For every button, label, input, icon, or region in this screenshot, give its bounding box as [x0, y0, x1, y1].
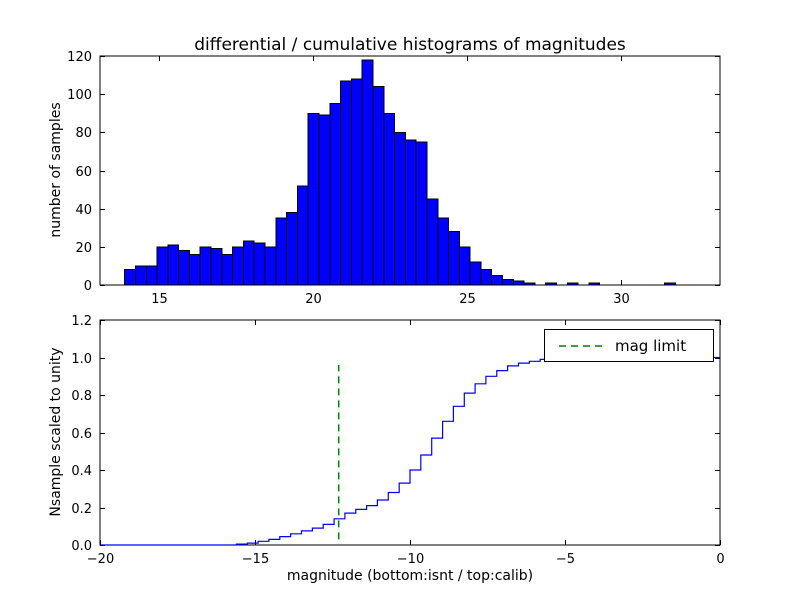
top-plot-xtick-label: 20 — [305, 292, 322, 307]
hist-bar — [415, 141, 428, 286]
hist-bar — [286, 211, 298, 286]
figure-title: differential / cumulative histograms of … — [194, 35, 626, 55]
legend: mag limit — [544, 329, 714, 362]
bottom-plot-ytick-label: 0.0 — [71, 539, 92, 554]
bottom-plot-ytick-label: 0.4 — [71, 464, 92, 479]
top-plot-ytick-label: 80 — [75, 126, 92, 141]
bottom-y-axis-label: Nsample scaled to unity — [48, 347, 64, 517]
hist-bar — [188, 253, 201, 286]
hist-bar — [167, 244, 180, 286]
hist-bar — [275, 217, 288, 286]
hist-bar — [178, 250, 190, 286]
top-plot-ytick-label: 120 — [67, 50, 92, 65]
bottom-plot-xtick-label: −20 — [87, 552, 114, 567]
bottom-plot-xtick-label: −15 — [242, 552, 269, 567]
top-plot-xtick-label: 30 — [613, 292, 630, 307]
hist-bar — [545, 282, 558, 286]
hist-bar — [523, 282, 536, 286]
hist-bar — [264, 246, 277, 286]
hist-bar — [350, 78, 363, 286]
hist-bar — [199, 246, 212, 286]
hist-bar — [404, 139, 417, 286]
legend-label: mag limit — [615, 336, 687, 355]
top-plot-ytick-label: 20 — [75, 241, 92, 256]
top-plot-ytick-label: 100 — [67, 88, 92, 103]
hist-bar — [296, 185, 309, 286]
hist-bar — [426, 198, 439, 286]
hist-bar — [329, 103, 342, 286]
bottom-plot-ytick-label: 0.6 — [71, 427, 92, 442]
hist-bar — [458, 246, 471, 286]
hist-bar — [361, 59, 374, 286]
hist-bar — [502, 278, 514, 286]
bottom-plot-ytick-label: 0.2 — [71, 502, 92, 517]
hist-bar — [394, 131, 406, 286]
bottom-plot-xtick-label: −10 — [397, 552, 424, 567]
hist-bar — [383, 112, 396, 286]
hist-bar — [491, 274, 504, 286]
hist-bar — [232, 246, 244, 286]
bottom-x-axis-label: magnitude (bottom:isnt / top:calib) — [286, 568, 534, 584]
hist-bar — [512, 280, 525, 286]
hist-bar — [242, 240, 255, 286]
hist-bar — [210, 248, 223, 286]
hist-bar — [566, 282, 579, 286]
hist-bar — [588, 282, 601, 286]
hist-bar — [469, 261, 482, 286]
top-plot-xtick-label: 25 — [459, 292, 476, 307]
hist-bar — [437, 217, 450, 286]
hist-bar — [124, 269, 136, 286]
hist-bar — [307, 112, 320, 286]
bottom-plot-ytick-label: 1.0 — [71, 352, 92, 367]
top-y-axis-label: number of samples — [48, 102, 64, 238]
bottom-plot-xtick-label: −5 — [556, 552, 575, 567]
top-plot-ytick-label: 0 — [84, 279, 92, 294]
hist-bar — [480, 269, 493, 286]
hist-bar — [145, 265, 158, 286]
hist-bar — [221, 253, 234, 286]
cumulative-curve — [100, 356, 720, 546]
hist-bar — [663, 282, 676, 286]
bottom-plot-ytick-label: 0.8 — [71, 389, 92, 404]
mag-limit-legend-line-icon — [559, 344, 603, 347]
hist-bar — [134, 265, 147, 286]
top-plot-ytick-label: 40 — [75, 203, 92, 218]
hist-bar — [318, 114, 331, 286]
hist-bar — [253, 242, 266, 286]
top-plot-xtick-label: 15 — [151, 292, 168, 307]
hist-bar — [340, 80, 352, 286]
hist-bar — [448, 231, 460, 286]
bottom-plot-ytick-label: 1.2 — [71, 314, 92, 329]
hist-bar — [372, 86, 385, 286]
top-plot-ytick-label: 60 — [75, 165, 92, 180]
hist-bar — [156, 246, 169, 286]
bottom-plot-xtick-label: 0 — [716, 552, 724, 567]
